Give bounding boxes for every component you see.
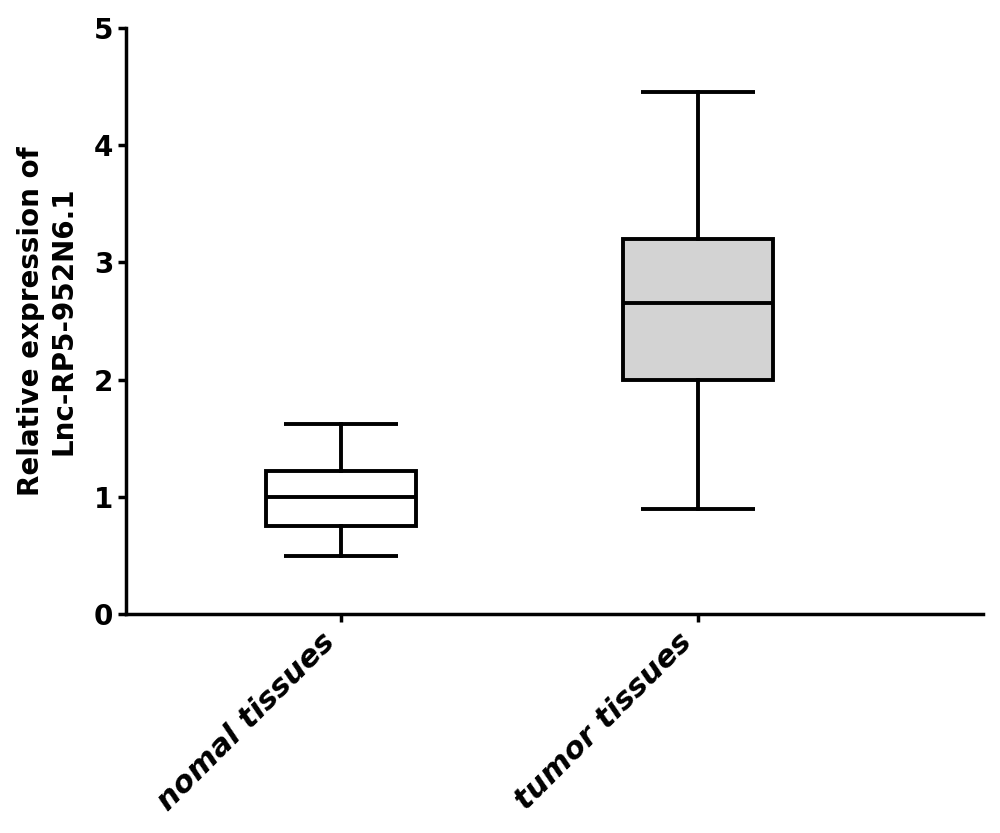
FancyBboxPatch shape [623,239,773,380]
Y-axis label: Relative expression of
Lnc-RP5-952N6.1: Relative expression of Lnc-RP5-952N6.1 [17,146,77,496]
FancyBboxPatch shape [266,471,416,526]
